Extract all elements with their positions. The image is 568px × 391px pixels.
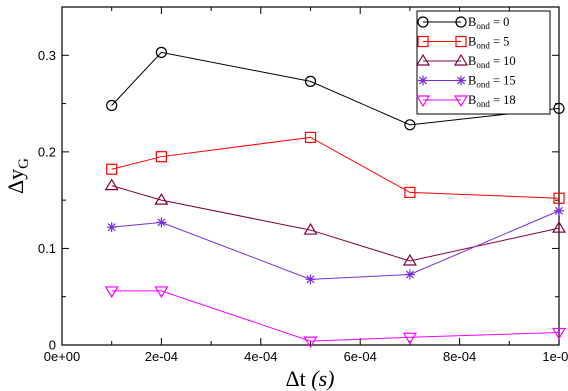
- data-point: [553, 192, 565, 204]
- series-4: [104, 286, 567, 349]
- legend-marker: [453, 95, 469, 108]
- data-point: [104, 286, 119, 299]
- data-point: [305, 274, 316, 285]
- data-point: [155, 151, 167, 163]
- data-point: [154, 192, 169, 205]
- data-point: [553, 102, 565, 115]
- series-line: [111, 51, 560, 126]
- series-layer: [104, 46, 567, 349]
- data-point: [156, 217, 167, 228]
- data-point: [551, 220, 567, 233]
- x-tick-label: 2e-04: [145, 349, 178, 364]
- legend-marker: [417, 16, 429, 28]
- legend-label: Bond = 10: [468, 54, 516, 70]
- legend-marker: [453, 53, 469, 66]
- legend-marker: [456, 75, 466, 86]
- x-axis-title-unit: (s): [311, 366, 334, 391]
- x-axis-title: Δt (s): [286, 366, 335, 391]
- data-point: [155, 46, 167, 58]
- data-point: [551, 327, 567, 340]
- legend-label: Bond = 0: [468, 15, 509, 31]
- legend-label: Bond = 5: [468, 35, 509, 51]
- legend-marker: [418, 75, 428, 86]
- x-tick-label: 8e-04: [443, 349, 476, 364]
- data-point: [404, 186, 416, 199]
- legend: Bond = 0 Bond = 5 Bond = 10 Bond = 15 Bond =…: [415, 10, 551, 115]
- data-point: [303, 336, 318, 349]
- data-point: [304, 75, 317, 87]
- series-line: [111, 290, 560, 342]
- x-tick-label: 0e+00: [44, 349, 81, 364]
- y-tick-label: 0.3: [38, 48, 56, 63]
- y-tick-label: 0: [49, 338, 56, 353]
- legend-box: [416, 10, 551, 115]
- legend-label: Bond = 15: [468, 74, 516, 90]
- x-tick-label: 1e-03: [542, 349, 568, 364]
- data-point: [404, 119, 416, 131]
- x-tick-label: 6e-04: [344, 349, 377, 364]
- series-2: [104, 178, 567, 266]
- series-line: [111, 185, 560, 262]
- y-tick-label: 0.2: [38, 144, 56, 159]
- data-point: [554, 205, 564, 216]
- legend-marker: [417, 35, 429, 48]
- series-line: [111, 210, 560, 280]
- data-point: [304, 131, 317, 143]
- data-point: [303, 222, 318, 235]
- legend-marker: [455, 16, 467, 28]
- y-axis-title: ΔyG: [3, 158, 32, 194]
- data-point: [154, 286, 169, 299]
- data-point: [106, 222, 117, 233]
- axis-ticks: 0e+00 2e-04 4e-04 6e-04 8e-04 1e-03 0 0.1 0.2 0.3: [38, 7, 568, 364]
- legend-marker: [415, 53, 431, 66]
- x-axis-title-main: Δt: [286, 366, 306, 391]
- y-axis-title-main: Δy: [3, 169, 28, 194]
- y-tick-label: 0.1: [38, 241, 56, 256]
- legend-marker: [455, 35, 467, 48]
- data-point: [104, 178, 119, 191]
- data-point: [106, 163, 118, 175]
- series-0: [106, 46, 565, 131]
- legend-label: Bond = 18: [468, 93, 516, 109]
- data-point: [404, 269, 415, 280]
- series-3: [106, 205, 564, 285]
- x-tick-label: 4e-04: [244, 349, 277, 364]
- series-line: [111, 136, 560, 199]
- data-point: [402, 332, 417, 345]
- series-1: [106, 131, 565, 204]
- data-point: [106, 99, 118, 112]
- data-point: [402, 253, 417, 266]
- legend-marker: [415, 95, 431, 108]
- y-axis-title-sub: G: [16, 158, 32, 169]
